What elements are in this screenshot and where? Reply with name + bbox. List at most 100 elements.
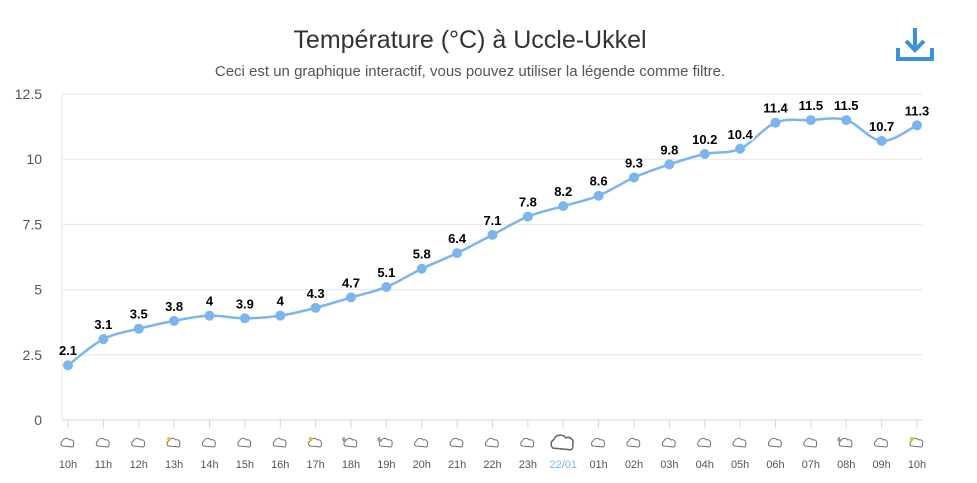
- data-point: [629, 172, 639, 183]
- data-point: [416, 263, 427, 274]
- data-point: [593, 190, 604, 201]
- x-tick-label: 01h: [589, 459, 607, 471]
- data-point: [699, 148, 710, 159]
- x-tick-label: 17h: [306, 459, 324, 471]
- data-point: [912, 120, 922, 131]
- data-label: 11.5: [834, 98, 859, 113]
- x-tick-label: 22h: [483, 459, 501, 471]
- cloud-icon: [520, 437, 535, 448]
- data-point: [805, 115, 816, 126]
- data-label: 6.4: [448, 231, 467, 246]
- cloud-icon: [484, 437, 499, 448]
- data-label: 4: [277, 294, 285, 309]
- data-point: [558, 201, 569, 212]
- cloud-moon-icon: [342, 436, 358, 448]
- chart-title: Température (°C) à Uccle-Ukkel: [293, 26, 647, 54]
- data-label: 3.5: [130, 307, 148, 322]
- download-icon[interactable]: [895, 26, 935, 62]
- x-tick-label: 19h: [377, 459, 395, 471]
- y-tick-label: 12.5: [15, 86, 42, 102]
- y-tick-label: 0: [34, 412, 42, 428]
- cloud-icon: [732, 437, 747, 448]
- data-point: [98, 334, 109, 345]
- cloud-icon: [697, 437, 711, 448]
- x-tick-label: 10h: [908, 459, 926, 471]
- data-label: 7.8: [519, 195, 537, 210]
- cloud-icon: [626, 437, 641, 448]
- y-tick-label: 7.5: [23, 216, 43, 232]
- cloud-icon: [95, 437, 110, 448]
- x-tick-label: 15h: [236, 459, 254, 471]
- data-label: 4.7: [342, 275, 360, 290]
- data-point: [63, 360, 73, 371]
- data-label: 10.7: [869, 119, 894, 134]
- cloud-icon: [131, 437, 145, 448]
- x-tick-label: 08h: [837, 459, 855, 471]
- cloud-icon: [272, 437, 287, 448]
- data-label: 11.4: [763, 101, 788, 116]
- data-label: 3.8: [165, 299, 183, 314]
- data-point: [841, 115, 852, 126]
- data-label: 8.2: [554, 184, 572, 199]
- data-point: [239, 313, 250, 324]
- x-tick-label: 23h: [519, 459, 537, 471]
- x-tick-label: 11h: [95, 459, 113, 471]
- x-tick-label: 10h: [59, 459, 77, 471]
- y-tick-label: 2.5: [23, 347, 43, 363]
- data-label: 9.3: [625, 155, 643, 170]
- x-tick-label: 14h: [200, 459, 218, 471]
- cloud-icon: [591, 437, 605, 448]
- data-label: 11.3: [905, 103, 930, 118]
- x-tick-label: 18h: [342, 459, 360, 471]
- cloud-icon: [60, 437, 75, 448]
- data-point: [770, 117, 781, 128]
- x-tick-label: 13h: [165, 459, 183, 471]
- x-tick-label: 07h: [802, 459, 820, 471]
- data-point: [133, 323, 144, 334]
- data-point: [381, 281, 392, 292]
- x-tick-label: 20h: [413, 459, 431, 471]
- chart-subtitle: Ceci est un graphique interactif, vous p…: [214, 63, 726, 80]
- data-point: [664, 159, 675, 170]
- series-line: [67, 117, 918, 367]
- data-point: [346, 292, 356, 303]
- data-label: 10.4: [727, 127, 753, 142]
- x-tick-label: 06h: [766, 459, 784, 471]
- data-point: [310, 302, 321, 313]
- cloud-sun-icon: [166, 437, 181, 448]
- x-tick-label: 05h: [731, 459, 749, 471]
- x-tick-label: 09h: [872, 459, 890, 471]
- cloud-icon: [237, 437, 252, 448]
- x-tick-label: 04h: [696, 459, 714, 471]
- x-tick-label: 12h: [130, 459, 148, 471]
- cloud-icon: [661, 437, 676, 448]
- cloud-sun-icon: [909, 437, 924, 448]
- data-point: [275, 310, 286, 321]
- data-label: 4: [206, 294, 214, 309]
- data-label: 5.8: [413, 247, 431, 262]
- y-tick-label: 5: [34, 282, 42, 298]
- cloud-icon: [803, 437, 818, 448]
- data-label: 4.3: [307, 286, 325, 301]
- cloud-icon: [449, 437, 464, 448]
- x-tick-label: 21h: [448, 459, 466, 471]
- cloud-icon: [414, 437, 428, 448]
- data-point: [735, 143, 746, 154]
- data-label: 3.9: [236, 296, 254, 311]
- data-point: [487, 229, 498, 240]
- data-point: [876, 135, 887, 146]
- data-label: 10.2: [692, 132, 717, 147]
- data-label: 8.6: [590, 174, 608, 189]
- data-point: [522, 211, 533, 222]
- data-label: 5.1: [377, 265, 395, 280]
- data-point: [452, 248, 463, 259]
- data-label: 9.8: [660, 142, 678, 157]
- x-tick-label: 02h: [625, 459, 643, 471]
- cloud-icon: [201, 437, 216, 448]
- x-tick-label: 03h: [660, 459, 678, 471]
- x-tick-label: 22/01: [549, 459, 577, 471]
- cloud-moon-icon: [377, 436, 393, 448]
- data-label: 11.5: [799, 98, 824, 113]
- x-tick-label: 16h: [271, 459, 289, 471]
